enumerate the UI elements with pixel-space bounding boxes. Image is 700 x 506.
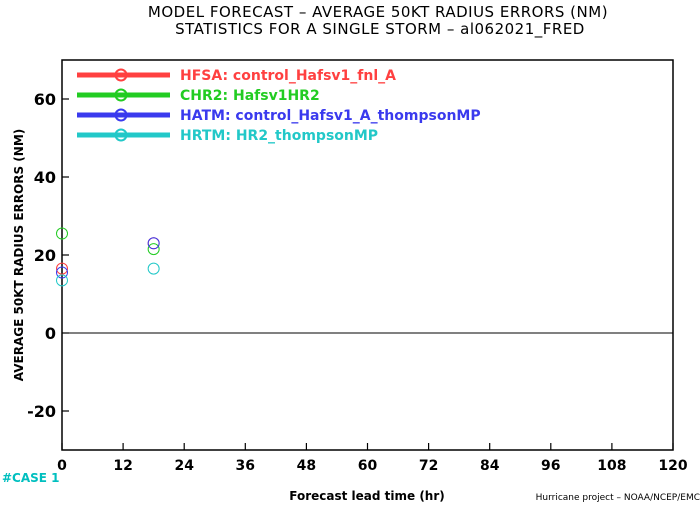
x-tick-label-6: 72 [419, 458, 438, 474]
y-axis-ticks: -20 0 20 40 60 [27, 90, 69, 421]
y-tick-label-3: 40 [34, 168, 56, 187]
x-tick-label-4: 48 [297, 458, 316, 474]
x-tick-label-1: 12 [113, 458, 132, 474]
legend: HFSA: control_Hafsv1_fnl_A CHR2: Hafsv1HR… [77, 68, 481, 144]
legend-label-3: HRTM: HR2_thompsonMP [180, 128, 378, 144]
point-series1-1 [147, 243, 160, 256]
x-tick-label-8: 96 [541, 458, 560, 474]
x-tick-label-10: 120 [658, 458, 687, 474]
y-tick-label-4: 60 [34, 90, 56, 109]
chart-subtitle: STATISTICS FOR A SINGLE STORM – al062021… [175, 20, 585, 39]
point-series2-0 [56, 266, 68, 279]
legend-label-1: CHR2: Hafsv1HR2 [180, 88, 320, 104]
legend-label-2: HATM: control_Hafsv1_A_thompsonMP [180, 108, 481, 124]
chart-title: MODEL FORECAST – AVERAGE 50KT RADIUS ERR… [148, 3, 608, 21]
x-tick-label-2: 24 [174, 458, 194, 474]
x-axis-ticks: 0 12 24 36 48 60 72 84 96 108 120 [57, 443, 688, 474]
y-tick-label-1: 0 [45, 324, 56, 343]
legend-marker-1 [114, 88, 128, 102]
x-tick-label-3: 36 [236, 458, 255, 474]
point-series1-0 [56, 227, 68, 240]
legend-marker-2 [114, 108, 128, 122]
x-tick-label-5: 60 [358, 458, 378, 474]
credit-text: Hurricane project – NOAA/NCEP/EMC [536, 493, 700, 503]
point-series0-0 [56, 262, 68, 275]
y-tick-label-0: -20 [27, 402, 56, 421]
x-axis-label: Forecast lead time (hr) [289, 489, 445, 503]
y-tick-label-2: 20 [34, 246, 56, 265]
legend-marker-0 [114, 68, 128, 82]
data-points [56, 227, 160, 287]
point-series2-1 [147, 237, 160, 250]
x-tick-label-0: 0 [57, 458, 67, 474]
y-axis-label: AVERAGE 50KT RADIUS ERRORS (NM) [12, 129, 26, 381]
legend-label-0: HFSA: control_Hafsv1_fnl_A [180, 68, 396, 84]
point-series3-0 [56, 274, 68, 287]
x-tick-label-7: 84 [480, 458, 500, 474]
point-series3-1 [147, 262, 160, 275]
legend-marker-3 [114, 128, 128, 142]
case-count: #CASE 1 [2, 471, 60, 485]
x-tick-label-9: 108 [597, 458, 626, 474]
